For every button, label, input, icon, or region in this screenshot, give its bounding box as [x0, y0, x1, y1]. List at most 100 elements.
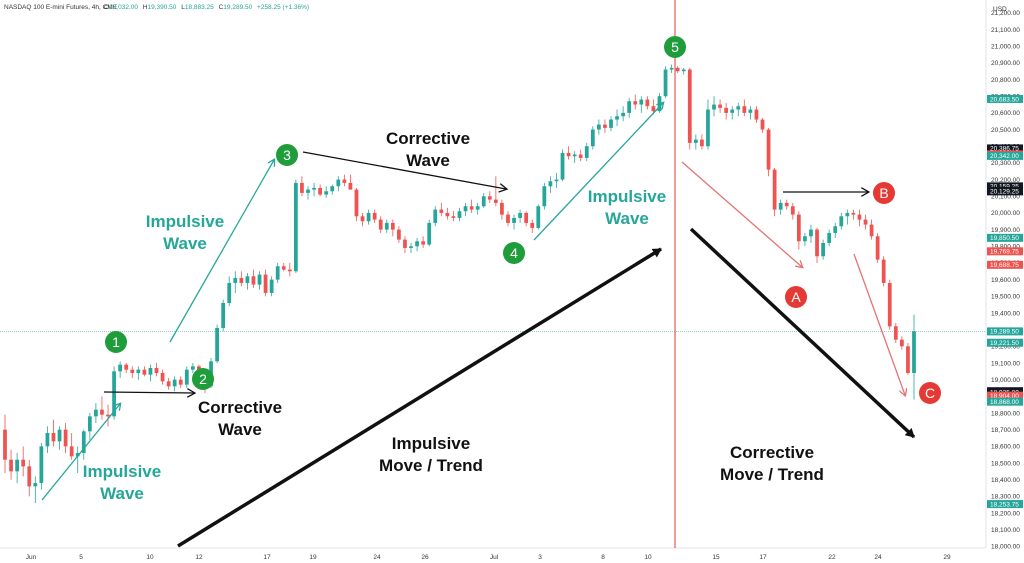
- candle: [675, 66, 680, 73]
- candle: [160, 369, 165, 385]
- candle-body: [506, 214, 510, 223]
- candle-body: [287, 269, 292, 272]
- high-value: 19,390.50: [148, 4, 177, 11]
- candle: [778, 199, 783, 215]
- close-label: C: [219, 4, 224, 11]
- candle-body: [481, 196, 486, 207]
- candle: [506, 211, 510, 227]
- candle-body: [603, 124, 607, 128]
- candle-body: [706, 109, 710, 147]
- candle-body: [75, 453, 80, 457]
- candle: [742, 99, 747, 117]
- candle: [439, 202, 444, 217]
- candle-body: [663, 69, 668, 97]
- wave-labels: Impulsive Wave Impulsive Wave Impulsive Wav…: [83, 129, 824, 503]
- candle: [833, 222, 838, 238]
- candle: [21, 446, 26, 477]
- candle: [118, 361, 123, 378]
- candle: [354, 187, 359, 222]
- y-tick-label: 18,200.00: [991, 510, 1020, 517]
- candle: [718, 99, 722, 113]
- corrective-wave-label-1: Corrective Wave: [198, 398, 282, 439]
- x-tick-label: 17: [759, 554, 767, 561]
- y-tick-label: 21,000.00: [991, 43, 1020, 50]
- candle: [475, 202, 480, 215]
- candle: [827, 229, 832, 247]
- candle-body: [451, 216, 456, 218]
- price-badge-bg: [987, 187, 1023, 196]
- candle-body: [469, 206, 474, 210]
- candle: [821, 239, 825, 260]
- candle-body: [324, 191, 329, 195]
- candle: [263, 269, 268, 297]
- candle: [318, 184, 322, 197]
- candle: [154, 362, 159, 377]
- y-tick-label: 20,100.00: [991, 194, 1020, 201]
- candle-body: [542, 186, 547, 207]
- candle-body: [427, 222, 432, 245]
- candle: [45, 426, 50, 454]
- candle-body: [554, 179, 559, 182]
- candle: [100, 396, 104, 420]
- corrective-wave-label-2: Corrective Wave: [386, 129, 470, 170]
- candle-body: [300, 182, 304, 193]
- candle: [9, 449, 13, 480]
- candle: [560, 149, 565, 182]
- candle-body: [754, 109, 759, 120]
- candle: [609, 116, 613, 132]
- wave-marker-3-label: 3: [283, 147, 291, 163]
- candle-body: [415, 241, 419, 247]
- candle: [693, 134, 698, 150]
- candle: [796, 211, 801, 250]
- candle-body: [154, 367, 159, 373]
- candle: [51, 419, 56, 447]
- price-badge-label: 18,868.00: [990, 399, 1019, 406]
- candle-body: [281, 266, 286, 270]
- candle-body: [106, 414, 110, 417]
- price-badge: 20,342.00: [987, 151, 1023, 160]
- candle-body: [815, 229, 819, 257]
- candle: [251, 269, 256, 288]
- candle-body: [772, 169, 777, 210]
- candle: [184, 366, 189, 388]
- candle: [736, 102, 741, 117]
- candle: [433, 206, 438, 227]
- x-tick-label: 5: [79, 554, 83, 561]
- candle: [893, 322, 898, 343]
- y-tick-label: 18,100.00: [991, 527, 1020, 534]
- x-tick-label: 15: [712, 554, 720, 561]
- candle-body: [263, 274, 268, 293]
- impulsive-arrow-5: [533, 103, 663, 241]
- candle: [360, 212, 365, 227]
- candle-body: [409, 246, 413, 248]
- candle: [566, 146, 571, 160]
- price-badge-bg: [987, 391, 1023, 400]
- x-tick-label: 3: [538, 554, 542, 561]
- price-badge-bg: [987, 338, 1023, 347]
- candle: [772, 167, 777, 217]
- wave-marker-4-label: 4: [510, 245, 518, 261]
- candle: [215, 324, 219, 363]
- candle: [578, 149, 583, 162]
- candle: [384, 219, 389, 233]
- candle: [366, 209, 371, 225]
- candle-body: [81, 431, 86, 454]
- wave-marker-5-label: 5: [671, 39, 679, 55]
- candle-body: [778, 202, 783, 210]
- price-badge-label: 18,253.75: [990, 501, 1019, 508]
- candle: [300, 176, 304, 197]
- candle: [493, 176, 498, 207]
- candle-body: [257, 274, 262, 285]
- candle: [863, 214, 868, 230]
- candle-body: [887, 282, 892, 327]
- x-tick-label: 22: [828, 554, 836, 561]
- candle: [233, 271, 238, 293]
- candle: [136, 366, 141, 380]
- candle-body: [45, 433, 50, 447]
- close-value: 19,289.50: [223, 4, 252, 11]
- candle: [148, 364, 153, 382]
- candle: [15, 453, 19, 484]
- y-tick-label: 19,500.00: [991, 294, 1020, 301]
